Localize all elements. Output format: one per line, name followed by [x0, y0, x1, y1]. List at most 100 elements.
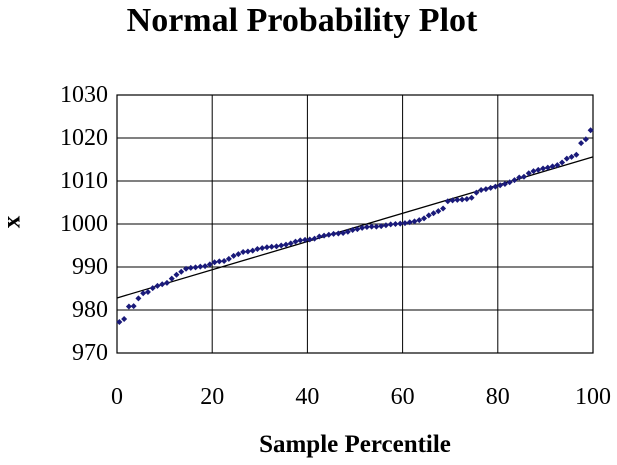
- gridlines: [116, 94, 594, 354]
- data-point: [492, 183, 499, 190]
- data-point: [216, 258, 223, 265]
- x-tick-label: 60: [391, 384, 415, 410]
- data-point: [559, 159, 566, 166]
- data-point: [378, 223, 385, 230]
- data-point: [302, 236, 309, 243]
- data-point: [363, 224, 370, 231]
- data-point: [330, 230, 337, 237]
- data-point: [187, 264, 194, 271]
- data-point: [573, 151, 580, 158]
- data-point: [440, 205, 447, 212]
- data-point: [454, 196, 461, 203]
- data-point: [382, 222, 389, 229]
- data-point: [421, 215, 428, 222]
- data-point: [240, 248, 247, 255]
- data-point: [511, 177, 518, 184]
- data-point: [459, 196, 466, 203]
- data-point: [344, 228, 351, 235]
- data-point: [168, 275, 175, 282]
- data-point: [154, 282, 161, 289]
- data-point: [183, 265, 190, 272]
- data-point: [544, 164, 551, 171]
- y-tick-label: 980: [72, 297, 108, 323]
- x-tick-label: 20: [200, 384, 224, 410]
- data-point: [163, 279, 170, 286]
- data-point: [387, 221, 394, 228]
- data-point: [540, 165, 547, 172]
- data-point: [406, 219, 413, 226]
- data-point: [125, 303, 132, 310]
- data-point: [340, 230, 347, 237]
- data-point: [516, 174, 523, 181]
- data-point: [206, 261, 213, 268]
- data-point: [349, 227, 356, 234]
- data-point: [292, 238, 299, 245]
- data-point: [525, 170, 532, 177]
- data-point: [549, 163, 556, 170]
- data-point: [535, 166, 542, 173]
- data-point: [197, 263, 204, 270]
- data-point: [473, 189, 480, 196]
- data-point: [325, 231, 332, 238]
- x-tick-label: 40: [295, 384, 319, 410]
- data-points: [116, 127, 594, 326]
- y-tick-label: 1000: [60, 211, 108, 237]
- data-point: [235, 251, 242, 258]
- data-point: [130, 303, 137, 310]
- data-point: [225, 255, 232, 262]
- data-point: [520, 173, 527, 180]
- data-point: [211, 259, 218, 266]
- data-point: [568, 153, 575, 160]
- x-tick-label: 0: [111, 384, 123, 410]
- data-point: [449, 197, 456, 204]
- x-tick-label: 80: [486, 384, 510, 410]
- data-point: [373, 223, 380, 230]
- data-point: [306, 236, 313, 243]
- data-point: [144, 288, 151, 295]
- data-point: [444, 198, 451, 205]
- data-point: [411, 218, 418, 225]
- data-point: [435, 208, 442, 215]
- x-tick-labels: 0 20 40 60 80 100: [111, 384, 611, 410]
- data-point: [249, 247, 256, 254]
- data-point: [297, 237, 304, 244]
- data-point: [582, 136, 589, 143]
- data-point: [316, 233, 323, 240]
- data-point: [178, 268, 185, 275]
- data-point: [140, 290, 147, 297]
- data-point: [335, 230, 342, 237]
- data-point: [254, 245, 261, 252]
- data-point: [487, 184, 494, 191]
- data-point: [354, 226, 361, 233]
- chart-title: Normal Probability Plot: [127, 2, 478, 39]
- data-point: [468, 194, 475, 201]
- data-point: [230, 252, 237, 259]
- data-point: [116, 319, 123, 326]
- data-point: [192, 264, 199, 271]
- data-point: [149, 285, 156, 292]
- data-point: [478, 187, 485, 194]
- y-tick-label: 990: [72, 254, 108, 280]
- data-point: [173, 271, 180, 278]
- data-point: [259, 245, 266, 252]
- x-axis-label: Sample Percentile: [259, 431, 451, 458]
- data-point: [578, 140, 585, 147]
- data-point: [501, 181, 508, 188]
- data-point: [587, 127, 594, 134]
- data-point: [368, 223, 375, 230]
- data-point: [482, 186, 489, 193]
- data-point: [263, 244, 270, 251]
- y-tick-label: 1020: [60, 125, 108, 151]
- data-point: [244, 248, 251, 255]
- data-point: [268, 243, 275, 250]
- data-point: [221, 257, 228, 264]
- y-axis-label: x: [0, 215, 26, 228]
- x-tick-label: 100: [575, 384, 611, 410]
- data-point: [287, 240, 294, 247]
- data-point: [430, 210, 437, 217]
- plot-area: [116, 94, 594, 354]
- data-point: [392, 221, 399, 227]
- data-point: [506, 179, 513, 186]
- data-point: [401, 220, 408, 227]
